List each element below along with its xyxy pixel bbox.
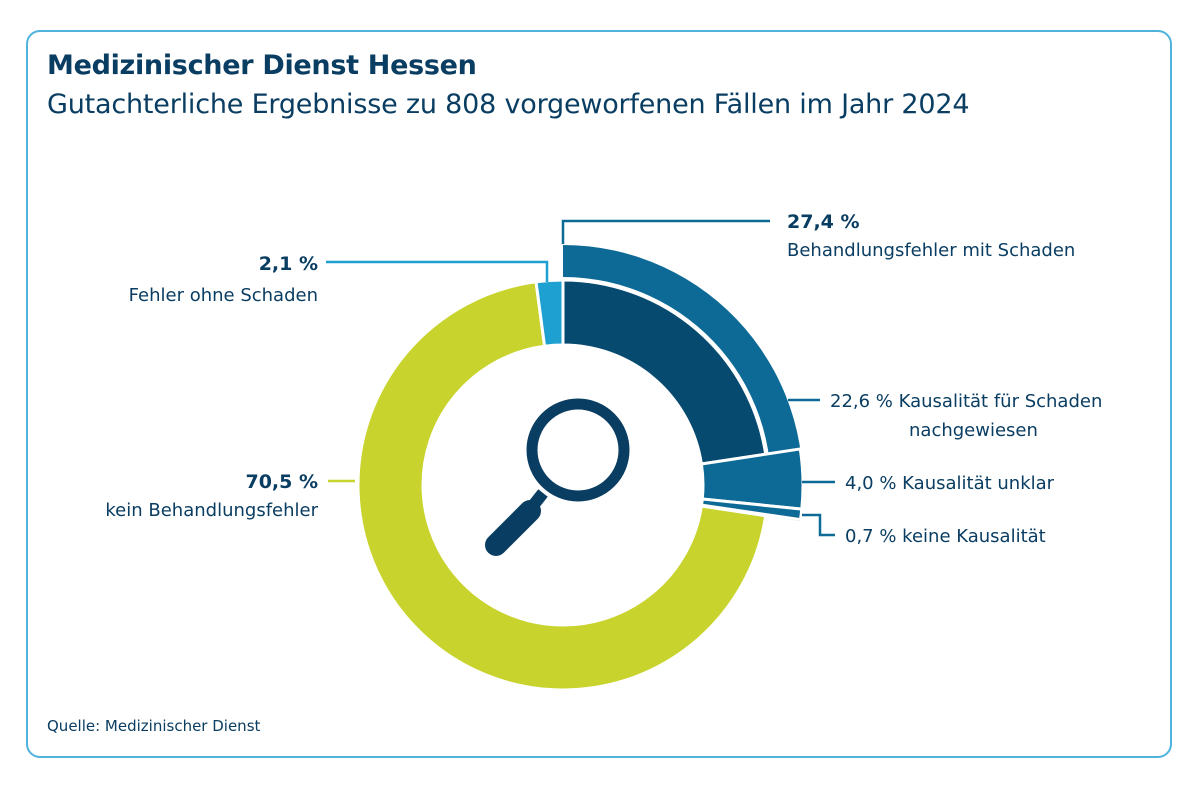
- slice-kausalitaet-nachgewiesen: [561, 278, 768, 466]
- leader-mit-schaden: [561, 219, 770, 244]
- chart-frame: [26, 30, 1172, 758]
- source-note: Quelle: Medizinischer Dienst: [47, 717, 261, 735]
- name-label-mit-schaden: Behandlungsfehler mit Schaden: [787, 240, 1075, 261]
- leader-ohne-schaden: [326, 260, 549, 282]
- donut-rings: [356, 245, 805, 692]
- name-label-ohne-schaden: Fehler ohne Schaden: [129, 285, 318, 306]
- chart-title: Medizinischer Dienst Hessen: [47, 50, 477, 81]
- value-label-mit-schaden: 27,4 %: [787, 211, 860, 233]
- name-label-kein: kein Behandlungsfehler: [105, 500, 318, 521]
- label-kausalitaet-nachgewiesen: 22,6 % Kausalität für Schaden: [830, 391, 1102, 412]
- value-label-kein: 70,5 %: [245, 471, 318, 493]
- value-label-ohne-schaden: 2,1 %: [259, 253, 318, 275]
- chart-subtitle: Gutachterliche Ergebnisse zu 808 vorgewo…: [47, 89, 970, 120]
- label-kausalitaet-unklar: 4,0 % Kausalität unklar: [845, 473, 1055, 494]
- label-kausalitaet-nachgewiesen-line2: nachgewiesen: [909, 420, 1038, 441]
- magnifier-icon: [485, 398, 630, 556]
- slice-kein-behandlungsfehler: [356, 280, 768, 692]
- slice-labels: 27,4 % Behandlungsfehler mit Schaden 2,1 %…: [105, 211, 1102, 547]
- slice-fehler-ohne-schaden: [534, 278, 565, 348]
- leader-lines: [326, 219, 835, 537]
- leader-keine: [802, 513, 835, 537]
- label-keine-kausalitaet: 0,7 % keine Kausalität: [845, 526, 1046, 547]
